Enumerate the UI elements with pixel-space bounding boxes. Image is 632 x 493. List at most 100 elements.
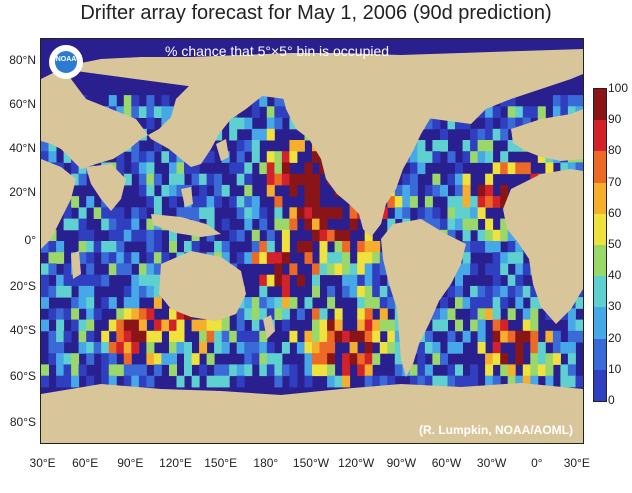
occupancy-cell — [515, 353, 524, 365]
occupancy-cell — [191, 162, 200, 175]
occupancy-cell — [101, 342, 110, 354]
occupancy-cell — [327, 252, 336, 264]
occupancy-cell — [447, 342, 456, 354]
occupancy-cell — [379, 297, 388, 309]
occupancy-cell — [334, 330, 343, 343]
occupancy-cell — [101, 218, 110, 231]
occupancy-cell — [507, 162, 516, 175]
occupancy-cell — [123, 95, 132, 107]
occupancy-cell — [507, 140, 516, 152]
occupancy-cell — [146, 117, 155, 130]
occupancy-cell — [327, 330, 336, 343]
occupancy-cell — [424, 375, 433, 388]
occupancy-cell — [123, 229, 132, 242]
occupancy-cell — [138, 308, 147, 320]
occupancy-cell — [199, 196, 208, 208]
occupancy-cell — [251, 252, 260, 264]
occupancy-cell — [485, 117, 494, 130]
occupancy-cell — [462, 297, 471, 309]
occupancy-cell — [432, 117, 441, 130]
occupancy-cell — [409, 196, 418, 208]
occupancy-cell — [507, 285, 516, 298]
occupancy-cell — [455, 218, 463, 231]
occupancy-cell — [161, 319, 170, 332]
occupancy-cell — [41, 319, 49, 332]
occupancy-cell — [507, 375, 516, 388]
occupancy-cell — [169, 241, 177, 253]
occupancy-cell — [507, 229, 516, 242]
occupancy-cell — [146, 353, 155, 365]
occupancy-cell — [312, 285, 320, 298]
occupancy-cell — [56, 308, 65, 320]
occupancy-cell — [296, 173, 305, 186]
occupancy-cell — [477, 308, 486, 320]
occupancy-cell — [236, 308, 245, 320]
occupancy-cell — [206, 229, 215, 242]
occupancy-cell — [357, 353, 366, 365]
occupancy-cell — [78, 173, 87, 186]
colorbar-segment — [594, 88, 606, 121]
lon-label: 90°E — [117, 456, 144, 470]
occupancy-cell — [319, 218, 328, 231]
occupancy-cell — [470, 263, 479, 276]
occupancy-cell — [274, 218, 283, 231]
occupancy-cell — [567, 330, 576, 343]
occupancy-cell — [432, 207, 441, 219]
occupancy-cell — [184, 241, 192, 253]
lat-label: 80°N — [9, 53, 36, 67]
colorbar-segment — [594, 120, 606, 152]
occupancy-cell — [492, 229, 501, 242]
occupancy-cell — [432, 218, 441, 231]
occupancy-cell — [447, 207, 456, 219]
occupancy-cell — [138, 207, 147, 219]
occupancy-cell — [372, 353, 381, 365]
occupancy-cell — [447, 285, 456, 298]
occupancy-cell — [387, 218, 396, 231]
occupancy-cell — [214, 375, 223, 388]
occupancy-cell — [462, 117, 471, 130]
occupancy-cell — [470, 196, 479, 208]
occupancy-cell — [101, 297, 110, 309]
occupancy-cell — [244, 364, 253, 377]
land-masses — [41, 49, 583, 443]
occupancy-cell — [507, 106, 516, 118]
occupancy-cell — [48, 308, 57, 320]
occupancy-cell — [116, 308, 125, 320]
occupancy-cell — [169, 319, 177, 332]
lon-label: 60°W — [431, 456, 462, 470]
occupancy-cell — [455, 162, 463, 175]
occupancy-cell — [41, 140, 49, 152]
occupancy-cell — [259, 319, 268, 332]
occupancy-cell — [409, 364, 418, 377]
occupancy-cell — [552, 342, 561, 354]
occupancy-cell — [312, 353, 320, 365]
occupancy-cell — [86, 241, 95, 253]
occupancy-cell — [251, 319, 260, 332]
occupancy-cell — [417, 353, 426, 365]
occupancy-cell — [63, 330, 72, 343]
colorbar — [593, 88, 607, 402]
occupancy-cell — [349, 342, 358, 354]
occupancy-cell — [417, 364, 426, 377]
occupancy-cell — [327, 207, 336, 219]
occupancy-cell — [221, 375, 230, 388]
occupancy-cell — [312, 229, 320, 242]
latitude-labels: 80°N 60°N 40°N 20°N 0° 20°S 40°S 60°S 80°S — [0, 38, 38, 442]
occupancy-cell — [424, 207, 433, 219]
occupancy-cell — [138, 364, 147, 377]
occupancy-cell — [477, 342, 486, 354]
occupancy-cell — [432, 319, 441, 332]
occupancy-cell — [334, 319, 343, 332]
land-eurasia — [41, 49, 583, 169]
lat-label: 0° — [24, 233, 36, 247]
occupancy-cell — [86, 319, 95, 332]
occupancy-cell — [176, 173, 185, 186]
occupancy-cell — [236, 117, 245, 130]
occupancy-cell — [530, 342, 539, 354]
occupancy-cell — [123, 285, 132, 298]
occupancy-cell — [462, 375, 471, 388]
land-antarctica — [41, 383, 583, 443]
occupancy-cell — [131, 274, 140, 287]
occupancy-cell — [116, 229, 125, 242]
occupancy-cell — [507, 364, 516, 377]
